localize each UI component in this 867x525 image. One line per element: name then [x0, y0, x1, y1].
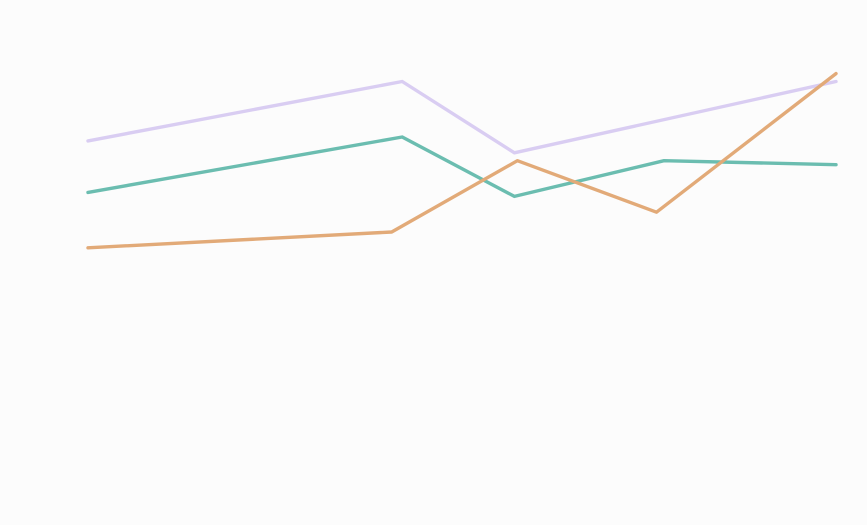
series-line-1: [86, 79, 838, 155]
series-line-3: [86, 71, 838, 250]
series-layer: [86, 71, 838, 250]
